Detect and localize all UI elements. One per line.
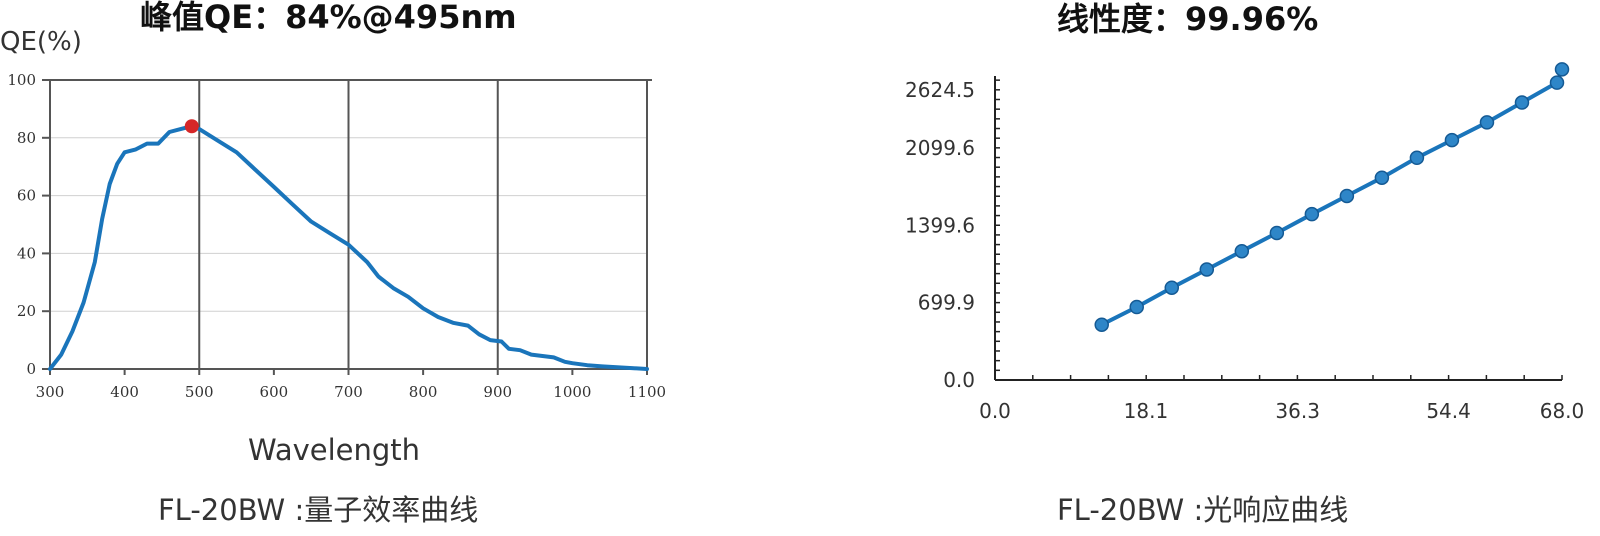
qe-x-tick-label: 900 <box>483 383 512 401</box>
qe-x-tick-label: 1000 <box>553 383 591 401</box>
linearity-data-point <box>1269 225 1285 241</box>
qe-y-tick-label: 80 <box>17 129 36 147</box>
qe-x-tick-label: 500 <box>185 383 214 401</box>
linearity-data-point <box>1164 280 1180 295</box>
linearity-plot-area: 0.0 699.9 1399.6 2099.6 2624.5 0.0 18.1 36.3 54.… <box>905 62 1585 423</box>
qe-curve-line <box>48 124 649 371</box>
linearity-x-tick-label: 68.0 <box>1540 399 1585 423</box>
qe-y-tick-label: 20 <box>17 302 36 320</box>
linearity-y-tick-label: 1399.6 <box>905 213 975 237</box>
qe-y-tick-label: 60 <box>17 187 36 205</box>
linearity-y-tick-label: 2624.5 <box>905 78 975 102</box>
linearity-data-point <box>1554 62 1570 77</box>
qe-x-axis-label: Wavelength <box>248 433 420 467</box>
qe-x-tick-label: 600 <box>260 383 289 401</box>
linearity-x-tick-label: 36.3 <box>1275 399 1320 423</box>
qe-y-tick-label: 100 <box>7 71 36 89</box>
linearity-data-point <box>1374 170 1390 185</box>
qe-x-tick-label: 1100 <box>628 383 666 401</box>
linearity-y-tick-label: 699.9 <box>918 291 975 315</box>
qe-x-tick-label: 400 <box>110 383 139 401</box>
linearity-data-point <box>1129 299 1144 315</box>
linearity-data-point <box>1199 262 1215 277</box>
qe-plot-area: 0 20 40 60 80 100 300 400 500 600 700 800 900 1000 110… <box>7 71 666 401</box>
linearity-data-point <box>1339 188 1355 204</box>
qe-y-tick-label: 0 <box>26 360 36 378</box>
linearity-chart-caption: FL-20BW :光响应曲线 <box>1057 493 1348 527</box>
linearity-x-tick-label: 18.1 <box>1124 399 1169 423</box>
qe-chart-title: 峰值QE：84%@495nm <box>140 0 517 36</box>
linearity-data-point <box>1549 75 1565 90</box>
linearity-data-point <box>1479 115 1495 130</box>
linearity-data-point <box>1444 132 1460 148</box>
linearity-chart-title: 线性度：99.96% <box>1057 0 1318 38</box>
qe-x-tick-label: 700 <box>334 383 363 401</box>
qe-x-tick-label: 800 <box>409 383 438 401</box>
linearity-y-tick-label: 2099.6 <box>905 136 975 160</box>
qe-peak-marker <box>184 119 199 134</box>
qe-y-tick-label: 40 <box>17 244 36 262</box>
linearity-y-tick-label: 0.0 <box>943 368 975 392</box>
qe-x-tick-label: 300 <box>36 383 65 401</box>
linearity-x-tick-label: 54.4 <box>1426 399 1471 423</box>
linearity-x-tick-label: 0.0 <box>979 399 1011 423</box>
qe-chart-caption: FL-20BW :量子效率曲线 <box>158 493 478 527</box>
linearity-data-point <box>1094 317 1109 332</box>
linearity-data-point <box>1304 206 1320 222</box>
linearity-data-point <box>1514 95 1530 110</box>
linearity-data-point <box>1234 243 1250 259</box>
linearity-data-point <box>1409 150 1425 166</box>
qe-y-axis-label: QE(%) <box>0 27 82 57</box>
